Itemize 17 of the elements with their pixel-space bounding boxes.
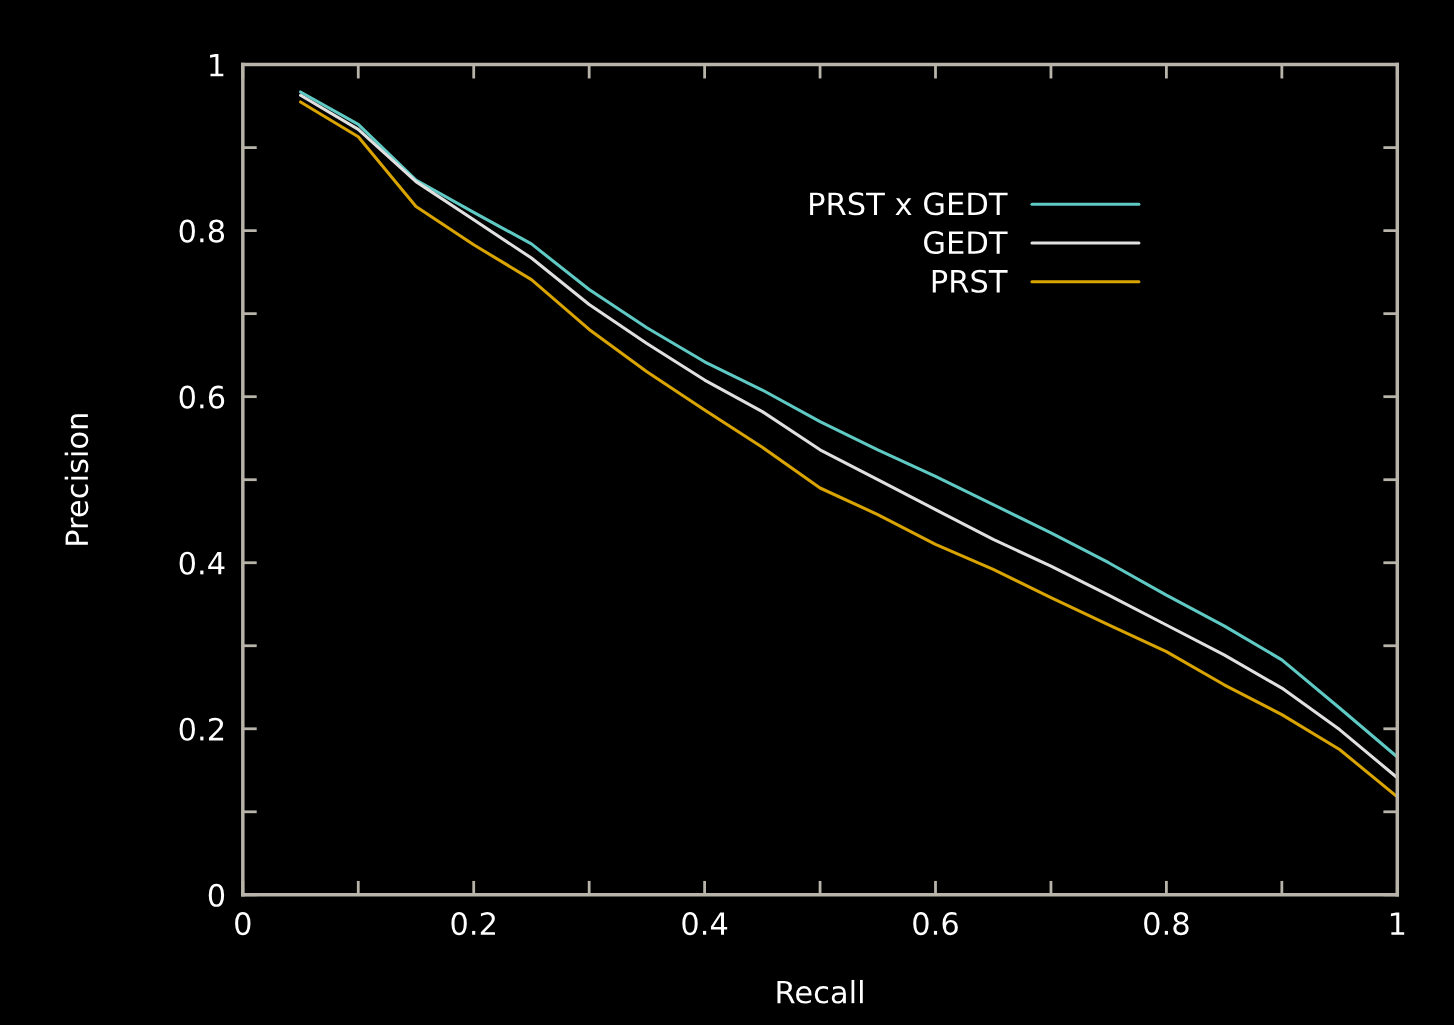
y-tick-label: 0.4 xyxy=(179,551,225,575)
y-axis-title: Precision xyxy=(64,414,89,545)
x-tick-label: 0 xyxy=(235,912,251,936)
y-tick-label: 0 xyxy=(208,883,225,907)
legend-label: GEDT xyxy=(924,230,1008,255)
x-axis-title: Recall xyxy=(777,979,863,1004)
legend-label: PRST xyxy=(932,269,1008,293)
x-tick-label: 1 xyxy=(1390,912,1405,935)
y-tick-label: 0.6 xyxy=(179,385,225,409)
y-tick-label: 1 xyxy=(210,53,224,77)
x-tick-label: 0.4 xyxy=(682,912,728,936)
y-tick-label: 0.8 xyxy=(179,219,225,243)
legend-label: PRST x GEDT xyxy=(810,192,1008,216)
x-tick-label: 0.6 xyxy=(913,912,958,936)
x-tick-label: 0.2 xyxy=(451,912,495,936)
x-tick-label: 0.8 xyxy=(1144,912,1189,936)
y-tick-label: 0.2 xyxy=(179,717,224,741)
